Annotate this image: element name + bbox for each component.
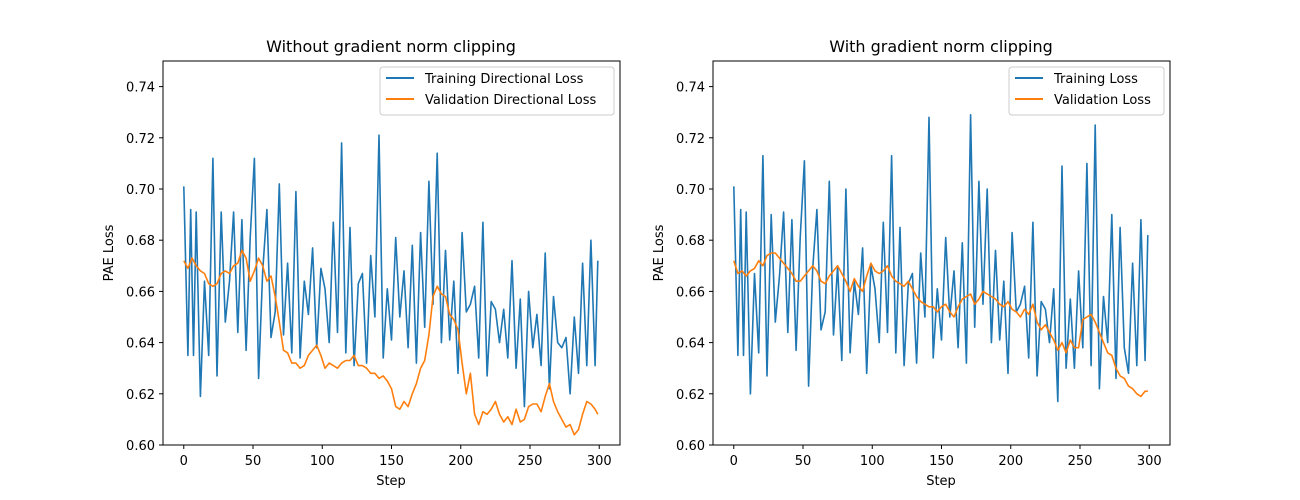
x-tick-label: 300 — [587, 454, 612, 469]
x-tick-label: 300 — [1137, 454, 1162, 469]
legend-label: Training Loss — [1053, 72, 1138, 87]
y-axis-label: PAE Loss — [102, 224, 117, 281]
y-tick-label: 0.60 — [676, 439, 705, 454]
series-line-training — [733, 114, 1149, 403]
series-line-validation — [733, 252, 1148, 398]
y-tick-label: 0.68 — [676, 234, 705, 249]
y-tick-label: 0.64 — [126, 337, 155, 352]
x-tick-label: 100 — [860, 454, 885, 469]
x-tick-label: 0 — [730, 454, 738, 469]
x-tick-label: 100 — [310, 454, 335, 469]
axes-frame — [162, 60, 621, 446]
x-tick-label: 250 — [518, 454, 543, 469]
x-tick-label: 250 — [1068, 454, 1093, 469]
y-tick-label: 0.64 — [676, 337, 705, 352]
y-tick-label: 0.72 — [676, 132, 705, 147]
plot-area: 0 50 100 150 200 250 300 0.60 0.62 0.64 0.66 0.68 0.… — [676, 81, 1162, 469]
x-tick-label: 50 — [245, 454, 262, 469]
series-line-validation — [183, 249, 599, 436]
legend-box — [379, 66, 615, 116]
chart-left: Without gradient norm clipping 0 50 100 150… — [102, 37, 621, 489]
x-tick-label: 200 — [448, 454, 473, 469]
y-tick-label: 0.70 — [676, 183, 705, 198]
y-tick-label: 0.66 — [676, 285, 705, 300]
y-tick-label: 0.62 — [126, 388, 155, 403]
x-tick-label: 150 — [379, 454, 404, 469]
x-tick-label: 200 — [998, 454, 1023, 469]
legend-label: Validation Loss — [1054, 93, 1151, 108]
y-axis-label: PAE Loss — [652, 224, 667, 281]
legend: Training Directional Loss Validation Dir… — [379, 66, 615, 116]
legend: Training Loss Validation Loss — [1008, 66, 1165, 116]
y-tick-label: 0.72 — [126, 132, 155, 147]
y-tick-label: 0.60 — [126, 439, 155, 454]
chart-right: With gradient norm clipping 0 50 100 150 200… — [652, 37, 1171, 489]
x-axis-label: Step — [926, 474, 956, 489]
chart-title: With gradient norm clipping — [829, 37, 1053, 56]
chart-title: Without gradient norm clipping — [266, 37, 516, 56]
series-line-training — [183, 134, 599, 408]
axes-frame — [712, 60, 1171, 446]
y-tick-label: 0.68 — [126, 234, 155, 249]
x-tick-label: 0 — [180, 454, 188, 469]
legend-label: Training Directional Loss — [424, 72, 584, 87]
x-tick-label: 150 — [929, 454, 954, 469]
plot-area: 0 50 100 150 200 250 300 0.60 0.62 0.64 0.66 0.68 0.… — [126, 81, 612, 469]
y-tick-label: 0.74 — [126, 81, 155, 96]
x-tick-label: 50 — [795, 454, 812, 469]
legend-label: Validation Directional Loss — [425, 93, 597, 108]
x-axis-label: Step — [376, 474, 406, 489]
legend-box — [1008, 66, 1165, 116]
y-tick-label: 0.70 — [126, 183, 155, 198]
y-tick-label: 0.62 — [676, 388, 705, 403]
y-tick-label: 0.66 — [126, 285, 155, 300]
y-tick-label: 0.74 — [676, 81, 705, 96]
